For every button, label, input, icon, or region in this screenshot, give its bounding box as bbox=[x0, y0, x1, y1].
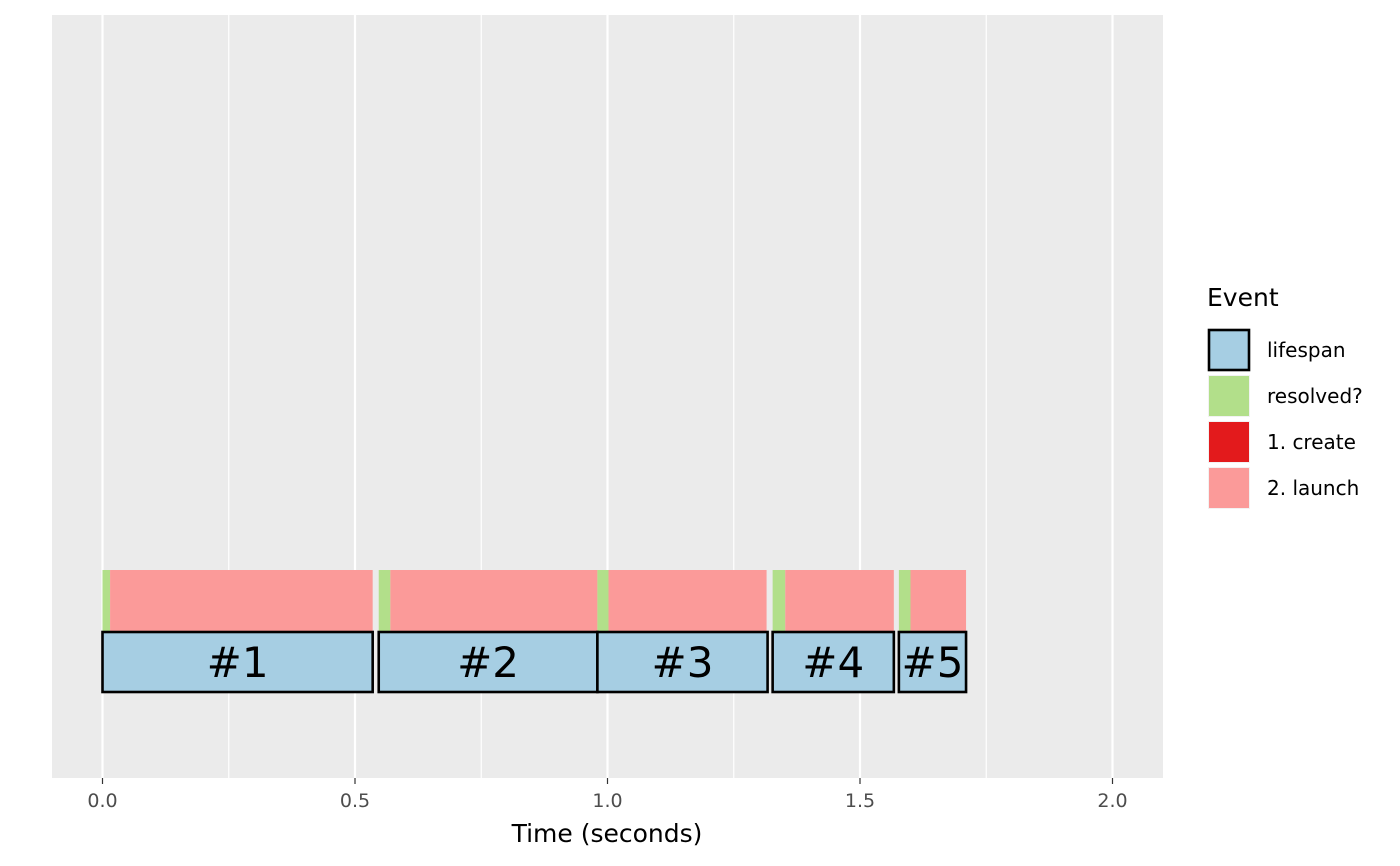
legend-label: lifespan bbox=[1267, 338, 1346, 362]
x-tick-label: 2.0 bbox=[1097, 790, 1127, 812]
lifespan-bar bbox=[897, 630, 968, 694]
x-axis: 0.0 0.5 1.0 1.5 2.0 bbox=[87, 778, 1128, 812]
legend-swatch-1-create bbox=[1209, 422, 1249, 462]
launch-bar bbox=[785, 570, 894, 631]
resolved-bar bbox=[772, 570, 786, 631]
lifespan-label: #4 bbox=[802, 638, 864, 687]
legend-label: 2. launch bbox=[1267, 476, 1359, 500]
legend-title: Event bbox=[1207, 283, 1279, 312]
x-tick-label: 0.5 bbox=[340, 790, 370, 812]
legend-swatch-2-launch bbox=[1209, 468, 1249, 508]
lifespan-bar bbox=[596, 630, 769, 694]
x-tick-label: 1.5 bbox=[845, 790, 875, 812]
resolved-bar bbox=[378, 570, 391, 631]
legend: Event lifespan resolved? 1. create 2. launc… bbox=[1207, 283, 1363, 509]
x-tick-label: 0.0 bbox=[87, 790, 117, 812]
legend-swatch-resolved bbox=[1209, 376, 1249, 416]
lifespan-bar bbox=[771, 630, 896, 694]
lifespan-bar bbox=[377, 630, 599, 694]
lifespan-label: #3 bbox=[652, 638, 714, 687]
legend-swatch-lifespan bbox=[1207, 328, 1251, 372]
lifespan-bar bbox=[101, 630, 374, 694]
resolved-bar bbox=[898, 570, 911, 631]
event-bars bbox=[102, 570, 967, 631]
lifespan-label: #2 bbox=[457, 638, 519, 687]
x-tick-label: 1.0 bbox=[592, 790, 622, 812]
lifespan-label: #1 bbox=[207, 638, 269, 687]
x-axis-title: Time (seconds) bbox=[511, 819, 703, 848]
lifespan-label: #5 bbox=[902, 638, 964, 687]
legend-label: resolved? bbox=[1267, 384, 1363, 408]
launch-bar bbox=[608, 570, 767, 631]
resolved-bar bbox=[102, 570, 111, 631]
launch-bar bbox=[390, 570, 598, 631]
resolved-bar bbox=[597, 570, 609, 631]
legend-label: 1. create bbox=[1267, 430, 1356, 454]
launch-bar bbox=[910, 570, 967, 631]
launch-bar bbox=[110, 570, 373, 631]
lifespan-bars: #1 #2 #3 #4 #5 bbox=[101, 630, 968, 694]
